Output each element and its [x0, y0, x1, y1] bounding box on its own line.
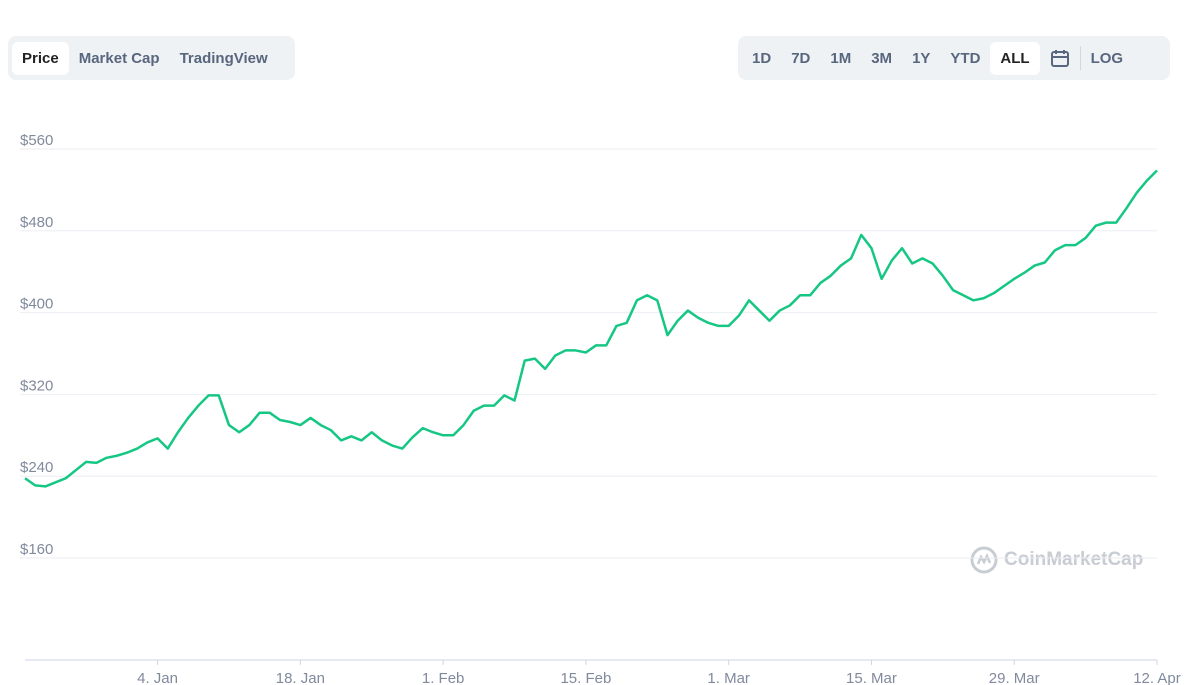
y-tick-label: $560: [20, 132, 53, 149]
watermark-text: CoinMarketCap: [1004, 549, 1144, 570]
range[interactable]: 1D: [752, 49, 772, 67]
range[interactable]: 1Y: [912, 49, 931, 67]
y-tick-label: $400: [20, 296, 53, 313]
y-tick-label: $160: [20, 541, 53, 558]
x-tick-label: 15. Mar: [846, 670, 897, 685]
range-bar: 1D 7D 1M 3M 1Y YTD ALL LOG: [738, 36, 1170, 80]
calendar[interactable]: [1040, 41, 1080, 75]
x-tick-label: 18. Jan: [276, 670, 325, 685]
calendar-icon: [1050, 50, 1069, 68]
range[interactable]: ALL: [990, 41, 1040, 75]
x-tick-label: 1. Mar: [707, 670, 750, 685]
log-button[interactable]: LOG: [1090, 49, 1124, 67]
range[interactable]: 7D: [791, 49, 811, 67]
x-tick-label: 29. Mar: [989, 670, 1040, 685]
tab[interactable]: Market Cap: [78, 49, 160, 67]
range[interactable]: 3M: [871, 49, 893, 67]
tab[interactable]: Price: [12, 41, 69, 75]
y-tick-label: $240: [20, 459, 53, 476]
divider: [1079, 46, 1081, 70]
range[interactable]: 1M: [830, 49, 852, 67]
x-tick-label: 1. Feb: [422, 670, 465, 685]
x-tick-label: 12. Apr: [1133, 670, 1181, 685]
tab-bar: Price Market Cap TradingView: [8, 36, 295, 80]
x-tick-label: 15. Feb: [560, 670, 611, 685]
y-tick-label: $320: [20, 377, 53, 394]
x-tick-label: 4. Jan: [137, 670, 178, 685]
y-tick-label: $480: [20, 214, 53, 231]
price-line: [24, 169, 1158, 488]
tab[interactable]: TradingView: [179, 49, 268, 67]
range[interactable]: YTD: [950, 49, 981, 67]
